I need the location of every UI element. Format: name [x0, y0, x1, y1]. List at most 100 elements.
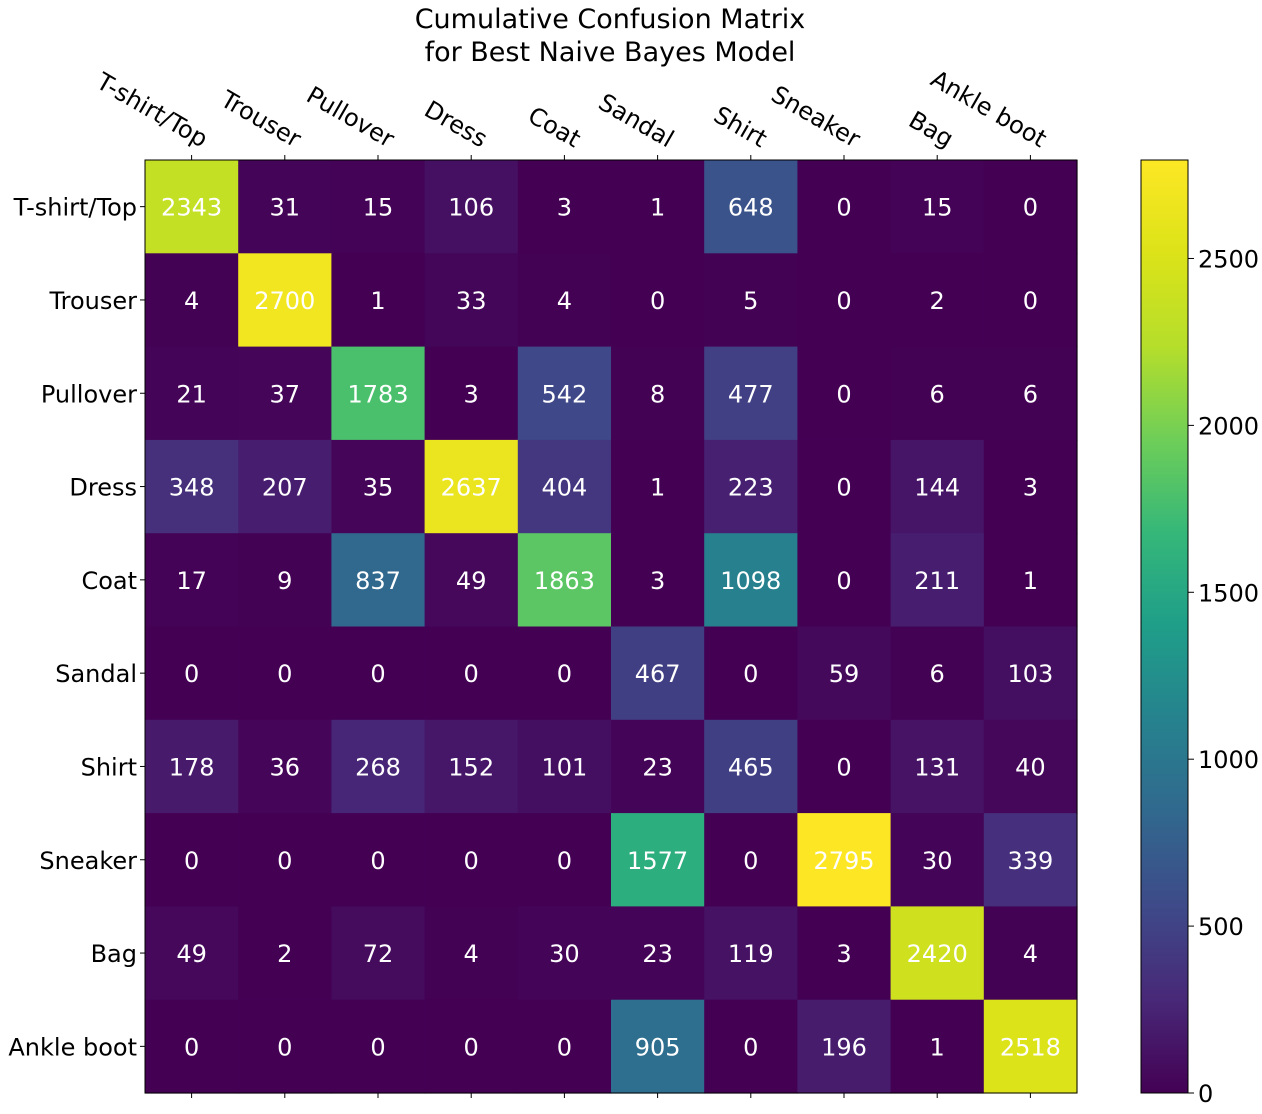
- y-tick-label: T-shirt/Top: [13, 194, 137, 222]
- cell-value-label: 2: [277, 940, 292, 968]
- heatmap-cell: [424, 533, 519, 628]
- heatmap-cell: [797, 906, 892, 1001]
- cell-value-label: 0: [836, 287, 851, 315]
- heatmap-cell: [611, 439, 705, 534]
- x-tick-label: T-shirt/Top: [91, 67, 213, 153]
- cell-value-label: 0: [464, 660, 479, 688]
- cell-value-label: 2795: [813, 847, 874, 875]
- heatmap-cell: [704, 719, 798, 814]
- cell-value-label: 2637: [441, 474, 502, 502]
- cell-value-label: 0: [277, 1033, 292, 1061]
- heatmap-cell: [797, 533, 892, 628]
- heatmap-cell: [890, 253, 985, 348]
- cell-value-label: 23: [642, 940, 673, 968]
- cell-value-label: 9: [277, 567, 292, 595]
- heatmap-cell: [983, 999, 1078, 1094]
- cell-value-label: 2420: [907, 940, 968, 968]
- heatmap-cell: [797, 813, 892, 907]
- heatmap-cell: [424, 439, 519, 534]
- y-tick-label: Sneaker: [39, 847, 137, 875]
- cell-value-label: 0: [277, 847, 292, 875]
- heatmap-cell: [704, 253, 798, 348]
- cell-value-label: 0: [370, 660, 385, 688]
- cell-value-label: 0: [370, 1033, 385, 1061]
- heatmap-cell: [611, 533, 705, 628]
- cell-value-label: 0: [557, 1033, 572, 1061]
- cell-value-label: 21: [176, 380, 207, 408]
- heatmap-cell: [424, 906, 519, 1001]
- cell-value-label: 4: [464, 940, 479, 968]
- heatmap-cell: [331, 999, 426, 1094]
- cell-value-label: 3: [650, 567, 665, 595]
- cell-value-label: 1098: [720, 567, 781, 595]
- cell-value-label: 2518: [1000, 1033, 1061, 1061]
- y-tick-label: Sandal: [55, 660, 137, 688]
- cell-value-label: 2: [930, 287, 945, 315]
- heatmap-cell: [983, 813, 1078, 907]
- x-tick-label: Sneaker: [766, 80, 865, 153]
- cell-value-label: 0: [370, 847, 385, 875]
- heatmap-cell: [704, 346, 798, 441]
- heatmap-cell: [890, 719, 985, 814]
- cell-value-label: 30: [922, 847, 953, 875]
- heatmap-cell: [424, 346, 519, 441]
- heatmap-cell: [797, 346, 892, 441]
- cell-value-label: 1: [650, 474, 665, 502]
- heatmap-cell: [517, 813, 612, 907]
- cell-value-label: 1577: [627, 847, 688, 875]
- heatmap-cell: [145, 533, 239, 628]
- cell-value-label: 0: [184, 1033, 199, 1061]
- cell-value-label: 144: [914, 474, 960, 502]
- heatmap-cell: [238, 346, 332, 441]
- heatmap-cell: [238, 999, 332, 1094]
- cell-value-label: 207: [262, 474, 308, 502]
- x-tick-label: Bag: [904, 106, 958, 153]
- y-tick-label: Ankle boot: [8, 1033, 137, 1061]
- heatmap-cell: [145, 626, 239, 721]
- cell-value-label: 3: [464, 380, 479, 408]
- heatmap-cell: [704, 626, 798, 721]
- cell-value-label: 467: [635, 660, 681, 688]
- heatmap-cell: [145, 906, 239, 1001]
- cell-value-label: 1: [1023, 567, 1038, 595]
- x-tick-label: Pullover: [302, 81, 399, 153]
- colorbar-tick-label: 500: [1198, 913, 1244, 941]
- cell-value-label: 348: [169, 474, 215, 502]
- cell-value-label: 106: [448, 194, 494, 222]
- cell-value-label: 49: [456, 567, 487, 595]
- cell-value-label: 131: [914, 753, 960, 781]
- heatmap-cell: [983, 906, 1078, 1001]
- cell-value-label: 211: [914, 567, 960, 595]
- heatmap-cell: [983, 439, 1078, 534]
- cell-value-label: 35: [363, 474, 394, 502]
- heatmap-cell: [238, 253, 332, 348]
- y-tick-label: Shirt: [81, 753, 137, 781]
- heatmap-cell: [517, 346, 612, 441]
- heatmap-cell: [611, 253, 705, 348]
- cell-value-label: 1: [650, 194, 665, 222]
- cell-value-label: 2700: [254, 287, 315, 315]
- heatmap-cell: [331, 253, 426, 348]
- heatmap-cell: [145, 160, 239, 254]
- cell-value-label: 0: [836, 567, 851, 595]
- heatmap-cell: [517, 719, 612, 814]
- heatmap-cell: [890, 813, 985, 907]
- heatmap-cell: [797, 999, 892, 1094]
- cell-value-label: 5: [743, 287, 758, 315]
- heatmap-cell: [331, 719, 426, 814]
- cell-value-label: 152: [448, 753, 494, 781]
- cell-value-label: 0: [836, 380, 851, 408]
- cell-value-label: 4: [184, 287, 199, 315]
- cell-value-label: 33: [456, 287, 487, 315]
- cell-value-label: 837: [355, 567, 401, 595]
- x-tick-label: Coat: [523, 101, 585, 153]
- y-tick-label: Dress: [69, 474, 137, 502]
- heatmap-cell: [890, 160, 985, 254]
- cell-value-label: 542: [541, 380, 587, 408]
- heatmap-cell: [238, 719, 332, 814]
- heatmap-cell: [145, 346, 239, 441]
- cell-value-label: 0: [1023, 287, 1038, 315]
- cell-value-label: 178: [169, 753, 215, 781]
- cell-value-label: 119: [728, 940, 774, 968]
- cell-value-label: 0: [836, 753, 851, 781]
